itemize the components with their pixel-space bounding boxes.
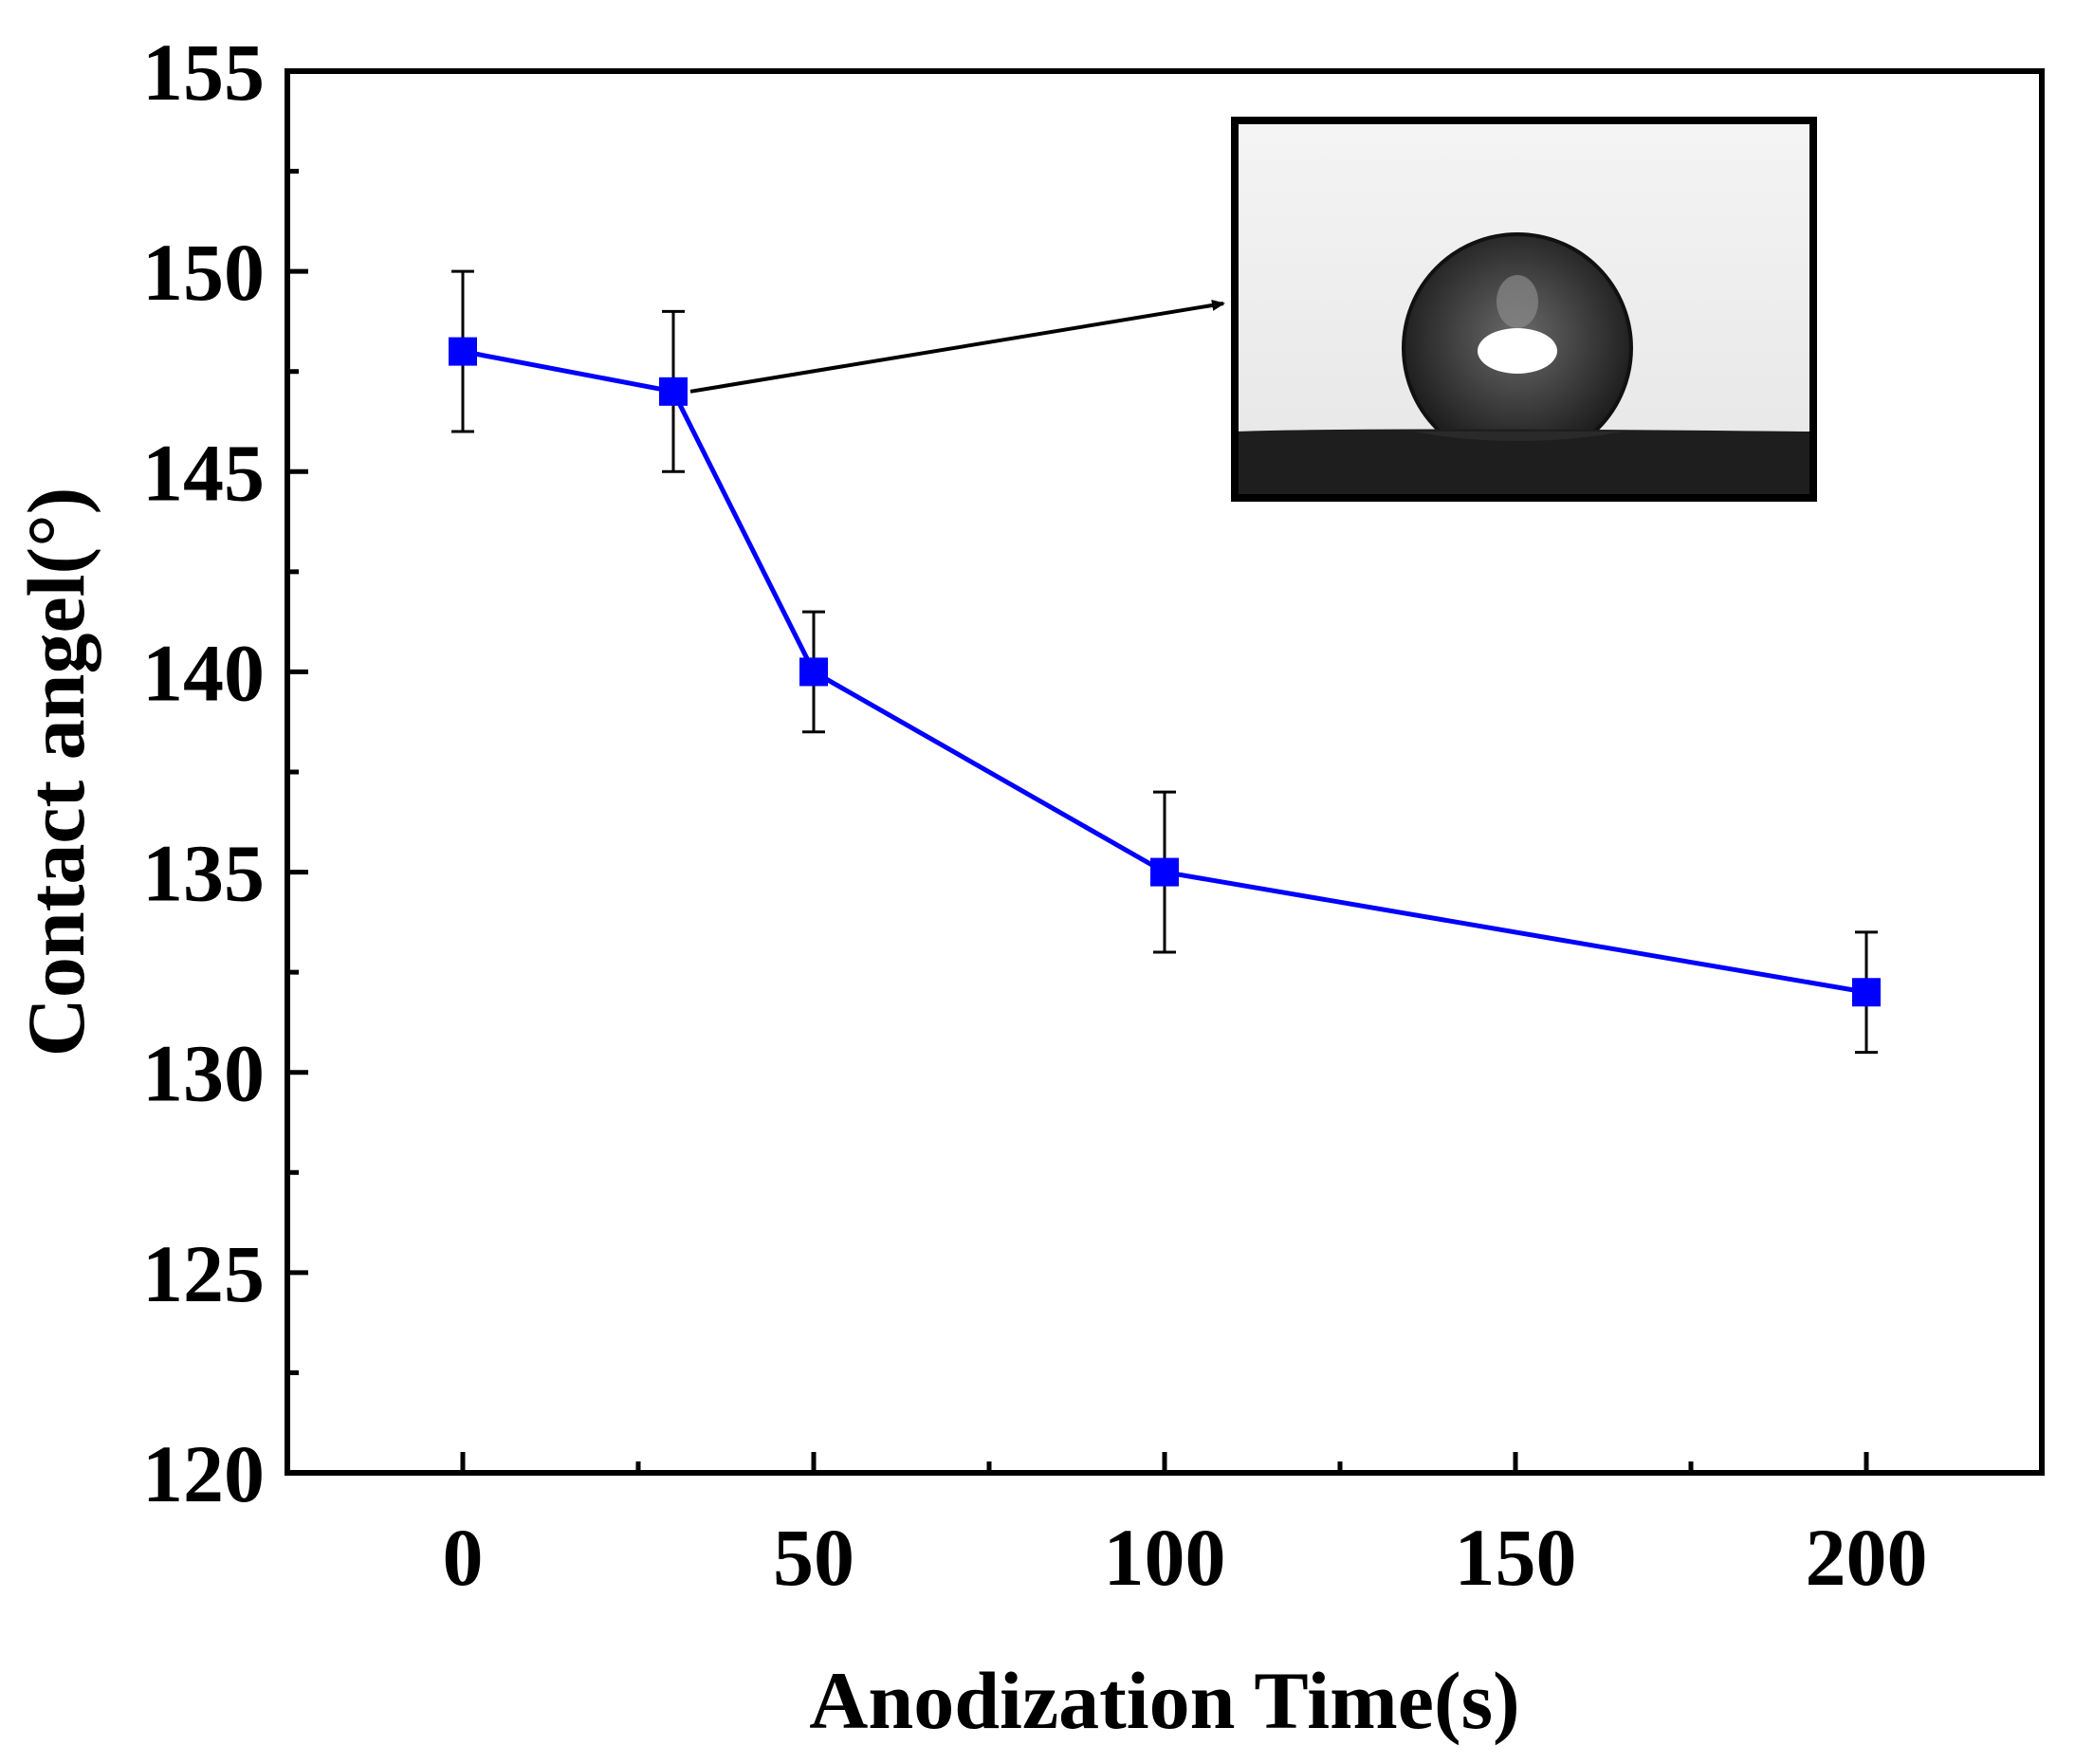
y-tick-label: 145 [142, 427, 265, 518]
y-axis-title: Contact angel(°) [10, 487, 101, 1057]
data-point [449, 337, 477, 366]
y-tick-label: 155 [142, 27, 265, 118]
x-tick-label: 100 [1104, 1512, 1226, 1603]
y-tick-label: 130 [142, 1028, 265, 1119]
x-tick-label: 0 [443, 1512, 484, 1603]
x-tick-label: 50 [773, 1512, 854, 1603]
y-tick-label: 125 [142, 1228, 265, 1319]
axis-tick-labels: 0 50 100 150 200 120 125 130 135 140 145 150 155 [142, 27, 1928, 1603]
data-point [659, 377, 688, 406]
y-tick-label: 140 [142, 627, 265, 718]
x-tick-label: 150 [1455, 1512, 1577, 1603]
y-tick-label: 120 [142, 1428, 265, 1519]
data-point [1150, 857, 1179, 887]
y-tick-label: 150 [142, 227, 265, 318]
x-axis-title: Anodization Time(s) [809, 1655, 1519, 1746]
droplet-inset-image [1231, 117, 1817, 502]
x-tick-label: 200 [1806, 1512, 1928, 1603]
inset-arrow [689, 300, 1225, 394]
data-series [449, 269, 1881, 1055]
data-point [1852, 978, 1881, 1007]
y-tick-label: 135 [142, 828, 265, 919]
data-point [799, 657, 828, 687]
axis-ticks [287, 68, 1869, 1476]
